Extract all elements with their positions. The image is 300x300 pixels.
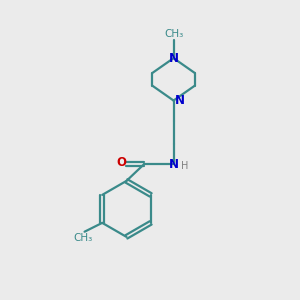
Text: O: O [116, 156, 126, 169]
Text: CH₃: CH₃ [164, 29, 183, 39]
Text: N: N [175, 94, 185, 107]
Text: H: H [181, 160, 188, 171]
Text: CH₃: CH₃ [74, 233, 93, 243]
Text: N: N [169, 52, 178, 64]
Text: N: N [169, 158, 178, 171]
